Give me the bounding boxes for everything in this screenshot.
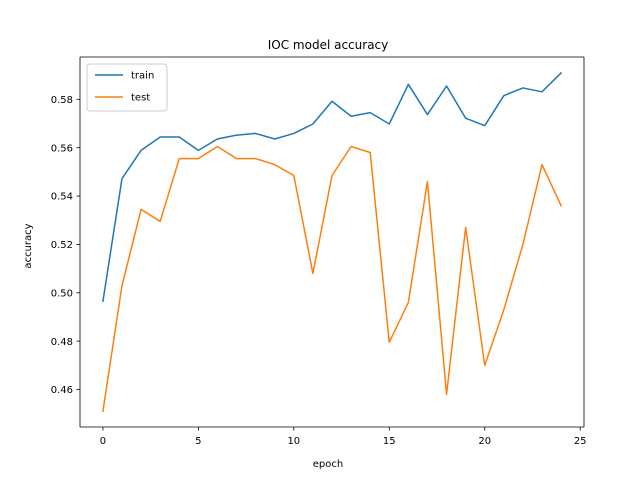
legend-box: [86, 63, 168, 112]
series-lines: [102, 71, 563, 413]
legend-label-test: test: [131, 93, 150, 104]
x-tick-label: 10: [287, 436, 300, 447]
x-axis-label: epoch: [313, 459, 343, 470]
y-tick-label: 0.48: [51, 337, 73, 348]
legend-label-train: train: [131, 71, 154, 82]
y-tick-label: 0.50: [51, 288, 73, 299]
legend: train test: [86, 63, 168, 112]
axes: [79, 56, 585, 428]
y-tick-label: 0.54: [51, 192, 73, 203]
y-tick-label: 0.56: [51, 143, 73, 154]
y-tick-label: 0.52: [51, 240, 73, 251]
x-tick-label: 20: [478, 436, 491, 447]
chart-title: IOC model accuracy: [268, 38, 389, 52]
series-line-test: [102, 145, 563, 413]
x-tick-label: 0: [100, 436, 106, 447]
x-tick-label: 5: [195, 436, 201, 447]
y-axis-label: accuracy: [23, 223, 34, 268]
series-line-train: [102, 71, 563, 303]
y-tick-label: 0.46: [51, 385, 73, 396]
x-tick-label: 15: [383, 436, 396, 447]
y-tick-label: 0.58: [51, 95, 73, 106]
x-tick-label: 25: [574, 436, 587, 447]
ticks: 0 5 10 15 20 25 0.46 0.48 0.50 0.52 0.54 0.56 0.58: [51, 95, 587, 447]
